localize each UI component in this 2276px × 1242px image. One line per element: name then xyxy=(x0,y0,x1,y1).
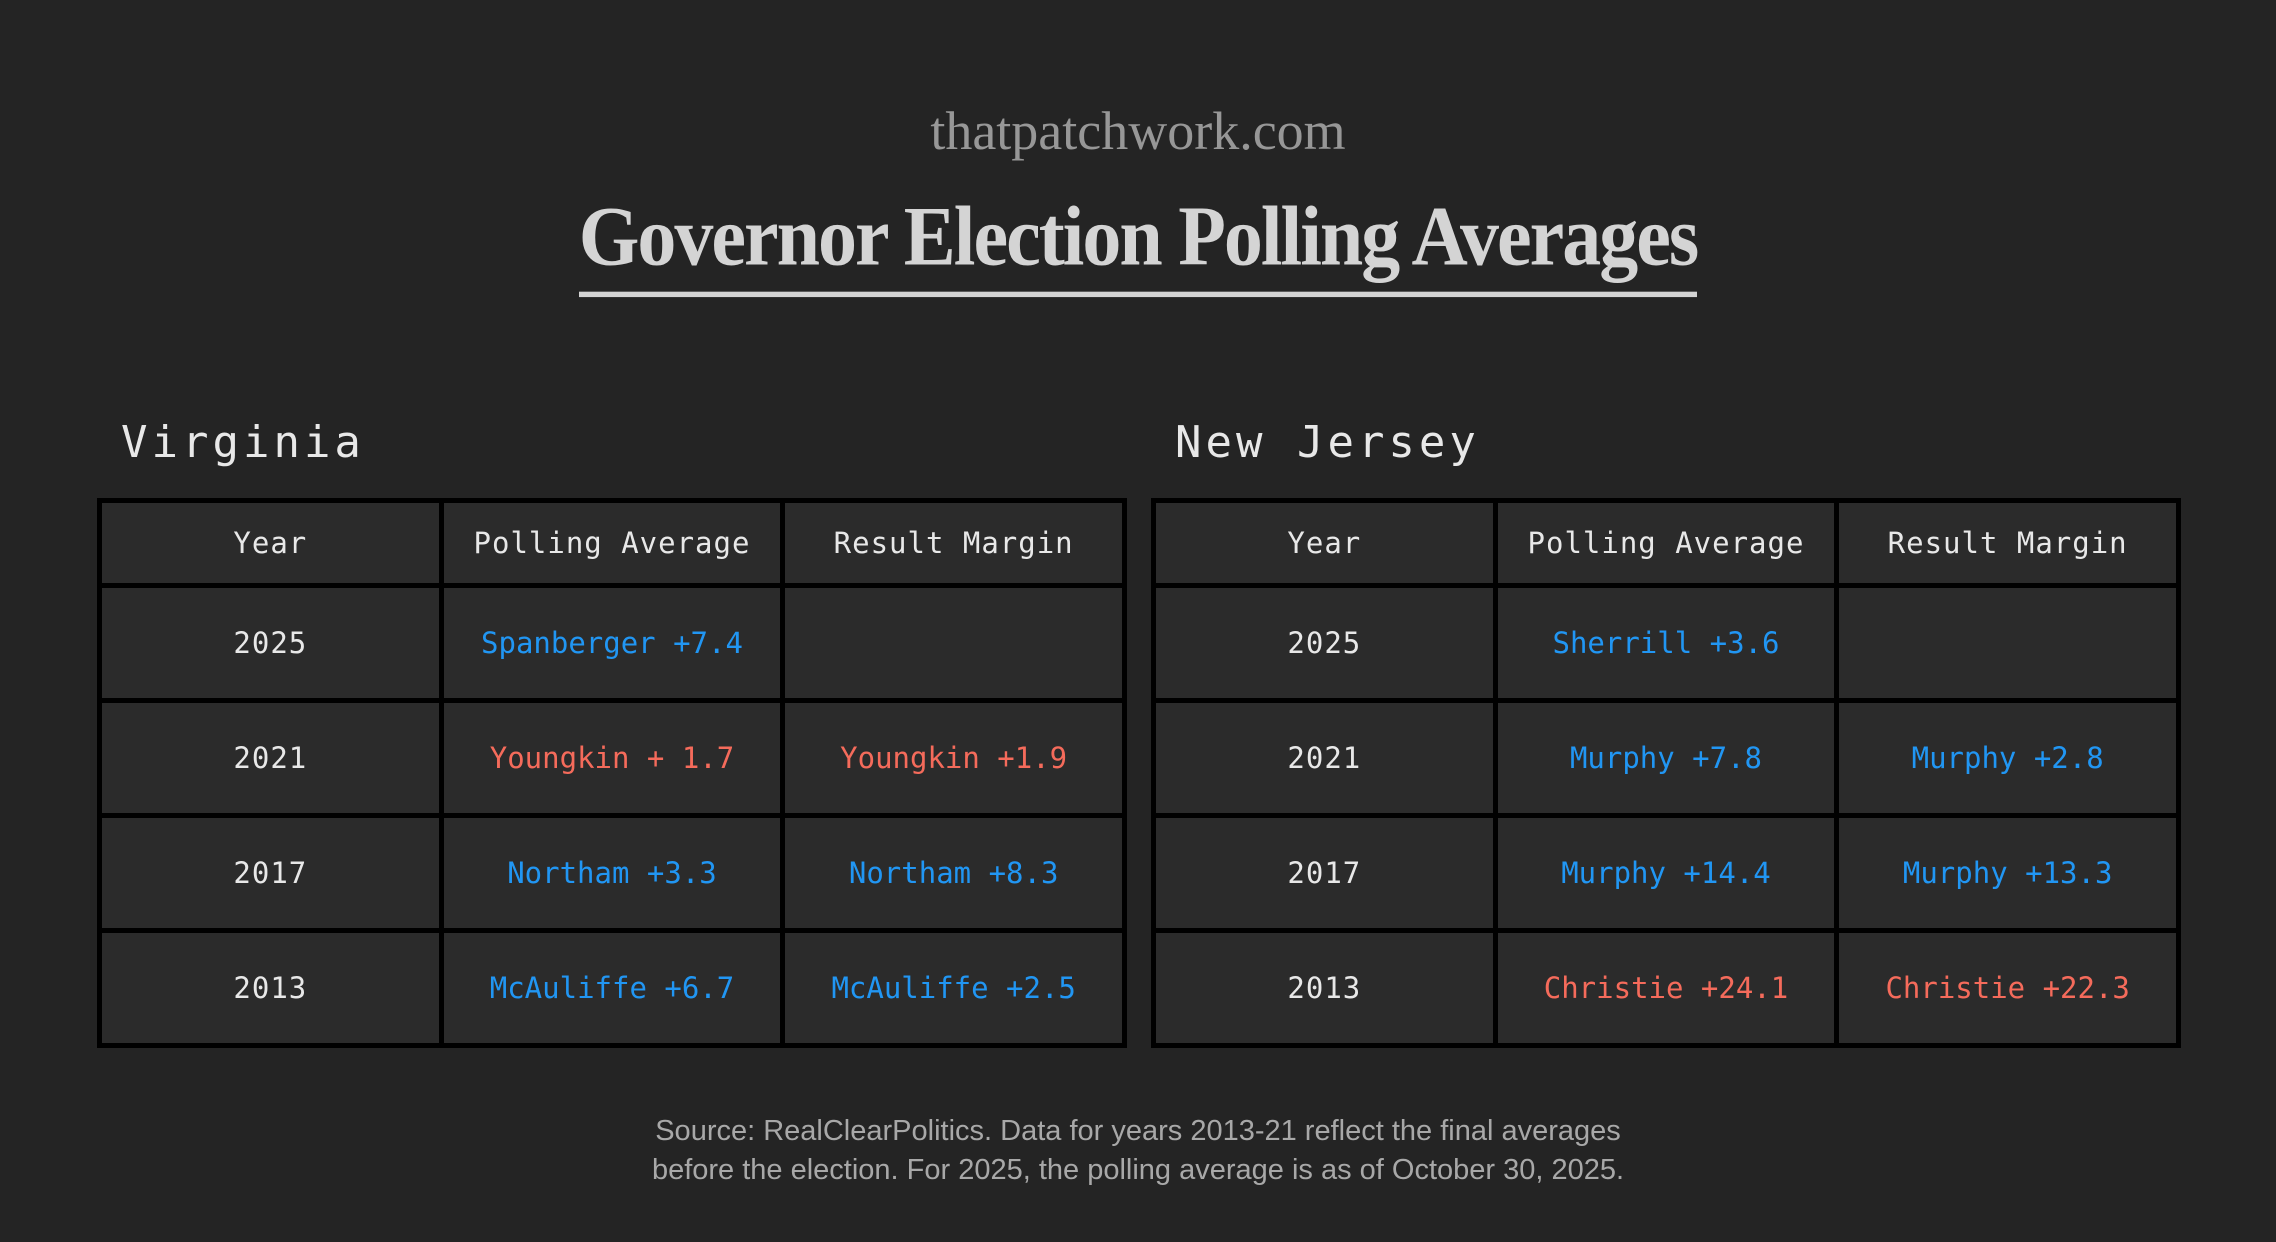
polling-average-cell: Youngkin + 1.7 xyxy=(438,698,786,818)
site-title: thatpatchwork.com xyxy=(930,101,1346,161)
source-note-line1: Source: RealClearPolitics. Data for year… xyxy=(655,1115,1621,1147)
year-cell: 2021 xyxy=(1151,698,1498,818)
polling-average-cell: Spanberger +7.4 xyxy=(438,583,786,703)
result-margin-cell xyxy=(1834,583,2181,703)
result-margin-cell: Murphy +2.8 xyxy=(1834,698,2181,818)
polling-average-cell: Murphy +14.4 xyxy=(1492,813,1840,933)
result-margin-cell: McAuliffe +2.5 xyxy=(780,928,1127,1048)
table-row: 2021 Youngkin + 1.7 Youngkin +1.9 xyxy=(97,698,1127,818)
result-margin-cell: Murphy +13.3 xyxy=(1834,813,2181,933)
year-cell: 2025 xyxy=(97,583,444,703)
virginia-table: Year Polling Average Result Margin 2025 Span… xyxy=(97,498,1127,1048)
year-cell: 2025 xyxy=(1151,583,1498,703)
year-cell: 2013 xyxy=(1151,928,1498,1048)
year-cell: 2017 xyxy=(97,813,444,933)
column-header: Year xyxy=(97,498,444,588)
year-cell: 2013 xyxy=(97,928,444,1048)
column-header: Year xyxy=(1151,498,1498,588)
section-title-virginia: Virginia xyxy=(121,417,365,468)
section-title-new-jersey: New Jersey xyxy=(1175,417,1480,468)
column-header: Result Margin xyxy=(1834,498,2181,588)
polling-average-cell: Christie +24.1 xyxy=(1492,928,1840,1048)
table-row: 2025 Spanberger +7.4 xyxy=(97,583,1127,703)
column-header: Polling Average xyxy=(438,498,786,588)
virginia-section: Virginia Year Polling Average Result Margi… xyxy=(97,417,1127,1048)
header-row: Year Polling Average Result Margin xyxy=(1151,498,2181,588)
year-cell: 2017 xyxy=(1151,813,1498,933)
table-row: 2025 Sherrill +3.6 xyxy=(1151,583,2181,703)
page-title: Governor Election Polling Averages xyxy=(578,188,1699,298)
result-margin-cell: Youngkin +1.9 xyxy=(780,698,1127,818)
column-header: Result Margin xyxy=(780,498,1127,588)
table-row: 2017 Murphy +14.4 Murphy +13.3 xyxy=(1151,813,2181,933)
source-note-line2: before the election. For 2025, the polli… xyxy=(651,1154,1625,1186)
page-title-wrap: Governor Election Polling Averages xyxy=(0,188,2276,298)
table-row: 2013 McAuliffe +6.7 McAuliffe +2.5 xyxy=(97,928,1127,1048)
table-row: 2017 Northam +3.3 Northam +8.3 xyxy=(97,813,1127,933)
table-row: 2021 Murphy +7.8 Murphy +2.8 xyxy=(1151,698,2181,818)
polling-average-cell: Sherrill +3.6 xyxy=(1492,583,1840,703)
tables-row: Virginia Year Polling Average Result Margi… xyxy=(0,417,2276,1048)
polling-average-cell: McAuliffe +6.7 xyxy=(438,928,786,1048)
polling-average-cell: Murphy +7.8 xyxy=(1492,698,1840,818)
result-margin-cell: Christie +22.3 xyxy=(1834,928,2181,1048)
new-jersey-table: Year Polling Average Result Margin 2025 Sher… xyxy=(1151,498,2181,1048)
new-jersey-section: New Jersey Year Polling Average Result Mar… xyxy=(1151,417,2181,1048)
header-row: Year Polling Average Result Margin xyxy=(97,498,1127,588)
header: thatpatchwork.com Governor Election Poll… xyxy=(0,0,2276,298)
column-header: Polling Average xyxy=(1492,498,1840,588)
polling-average-cell: Northam +3.3 xyxy=(438,813,786,933)
year-cell: 2021 xyxy=(97,698,444,818)
source-note: Source: RealClearPolitics. Data for year… xyxy=(0,1112,2276,1190)
table-row: 2013 Christie +24.1 Christie +22.3 xyxy=(1151,928,2181,1048)
result-margin-cell xyxy=(780,583,1127,703)
result-margin-cell: Northam +8.3 xyxy=(780,813,1127,933)
